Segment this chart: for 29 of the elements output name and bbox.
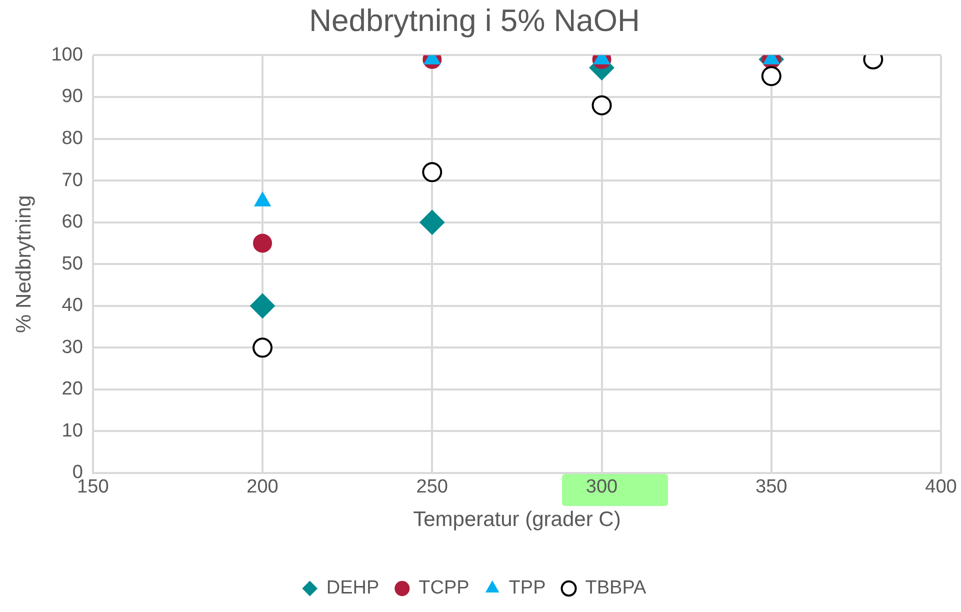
y-tick-label: 60: [62, 212, 83, 233]
y-tick-label: 90: [62, 86, 83, 108]
y-tick-label: 50: [62, 253, 83, 274]
y-tick-label: 70: [62, 170, 83, 191]
point: [253, 234, 272, 253]
legend-label: TBBPA: [585, 578, 646, 599]
y-tick-label: 20: [62, 378, 83, 400]
legend-label: DEHP: [326, 578, 380, 599]
y-axis-title: % Nedbrytning: [12, 195, 36, 333]
x-tick-label: 250: [416, 476, 448, 498]
point: [422, 162, 442, 182]
x-tick-label: 350: [756, 476, 788, 498]
x-axis-title: Temperatur (grader C): [413, 508, 621, 532]
y-tick-label: 100: [51, 44, 83, 66]
point: [420, 210, 445, 235]
legend-label: TCPP: [418, 578, 470, 599]
y-tick-label: 30: [62, 336, 83, 358]
x-tick-label: 200: [246, 476, 278, 498]
x-tick-label: 300: [586, 476, 618, 498]
point: [250, 293, 276, 318]
point: [592, 95, 612, 116]
point: [252, 338, 273, 358]
y-tick-label: 80: [62, 128, 83, 149]
y-tick-label: 40: [62, 295, 83, 316]
y-tick-label: 10: [62, 420, 83, 442]
chart-title: Nedbrytning i 5% NaOH: [309, 3, 640, 38]
legend-label: TPP: [508, 578, 546, 599]
x-tick-label: 400: [925, 476, 957, 498]
point: [761, 66, 782, 86]
